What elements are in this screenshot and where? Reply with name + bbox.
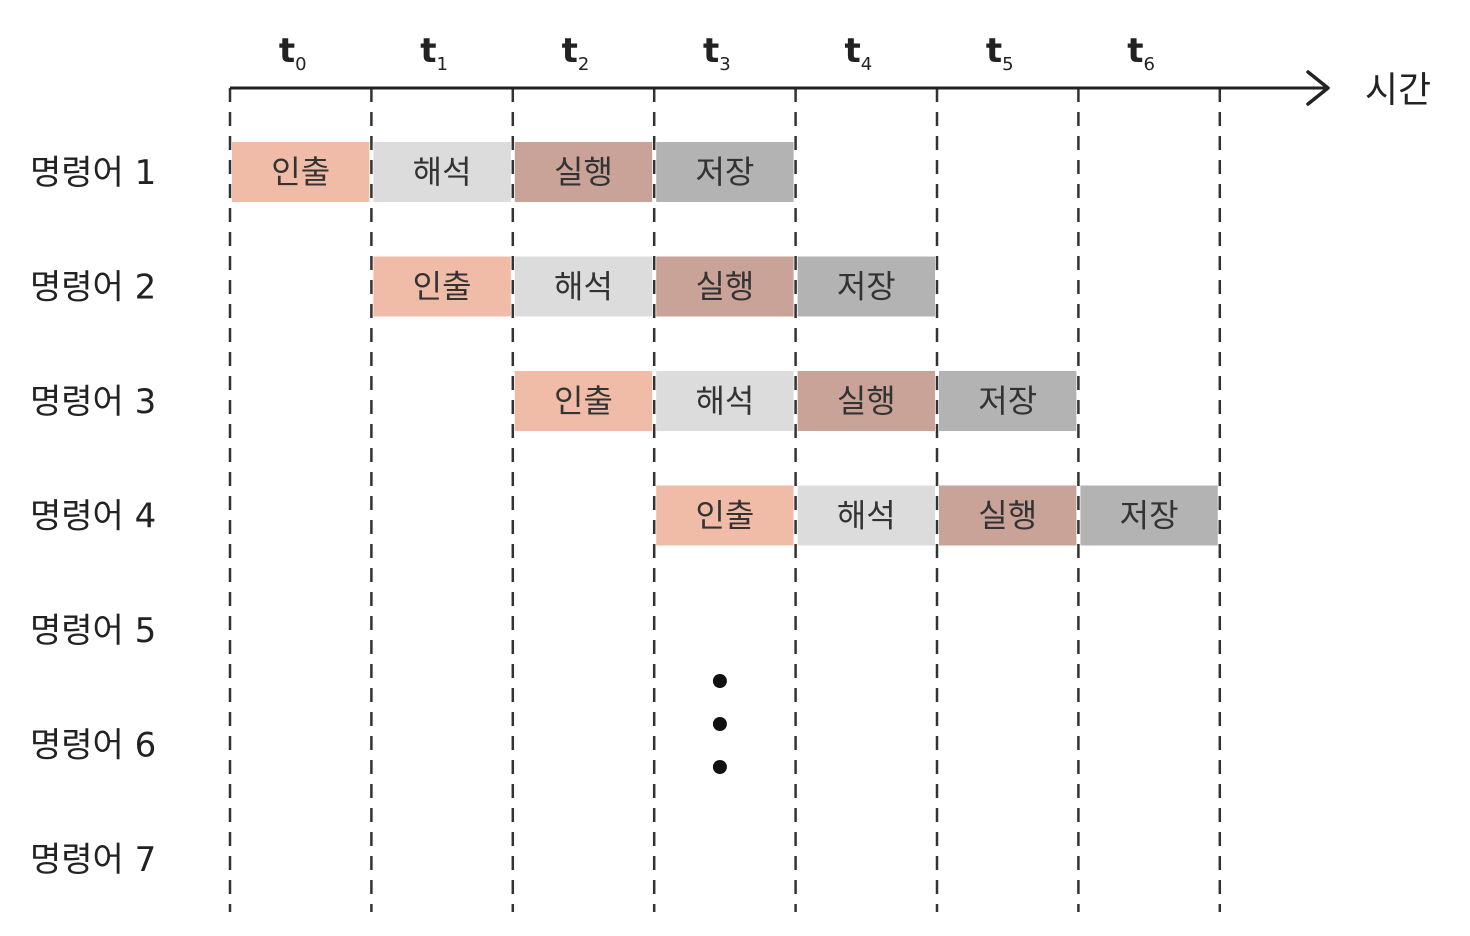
stage-block-fill xyxy=(373,256,511,317)
stage-label: 해석 xyxy=(695,382,754,420)
stage-label: 저장 xyxy=(695,153,754,191)
stage-label: 실행 xyxy=(978,497,1037,535)
stage-label: 실행 xyxy=(837,382,896,420)
continuation-ellipsis xyxy=(712,674,727,774)
time-tick-labels: t0 t1 t2 t3 t4 t5 t6 xyxy=(279,31,1155,75)
tick-label: t1 xyxy=(420,31,448,75)
stage-block-fill xyxy=(232,142,370,202)
instruction-label: 명령어 2 xyxy=(30,268,156,308)
stage-block-fill xyxy=(797,371,935,431)
stage-block-fill xyxy=(514,371,653,431)
stage-label: 해석 xyxy=(837,497,896,535)
stage-block-fill xyxy=(373,142,511,202)
stage-block: 저장 xyxy=(1080,485,1218,546)
axis-label: 시간 xyxy=(1365,70,1431,111)
stage-label: 인출 xyxy=(271,153,330,191)
stage-block: 해석 xyxy=(373,142,511,202)
stage-block: 인출 xyxy=(656,485,794,546)
instruction-labels: 명령어 1 명령어 2 명령어 3 명령어 4 명령어 5 명령어 6 명령어 7 xyxy=(30,153,156,880)
stage-label: 해석 xyxy=(413,153,472,191)
stage-block-fill xyxy=(656,485,794,546)
tick-label: t4 xyxy=(844,31,872,75)
axis-arrow-icon xyxy=(1306,70,1330,106)
tick-label: t5 xyxy=(986,31,1014,75)
stage-block-fill xyxy=(656,142,794,202)
stage-label: 인출 xyxy=(695,497,754,535)
stage-block-fill xyxy=(939,485,1077,546)
stage-block-fill xyxy=(656,256,794,317)
stage-label: 저장 xyxy=(978,382,1037,420)
ellipsis-dot xyxy=(712,760,727,774)
stage-block: 해석 xyxy=(797,485,935,546)
stage-block-fill xyxy=(939,371,1077,431)
instruction-label: 명령어 6 xyxy=(30,726,156,766)
stage-block: 저장 xyxy=(797,256,935,317)
tick-label: t0 xyxy=(279,31,307,75)
instruction-label: 명령어 4 xyxy=(30,497,156,537)
stage-block: 저장 xyxy=(939,371,1077,431)
tick-label: t2 xyxy=(562,31,590,75)
stage-block-fill xyxy=(797,485,935,546)
instruction-label: 명령어 7 xyxy=(30,840,156,880)
time-axis: 시간 xyxy=(230,70,1431,111)
stage-block: 해석 xyxy=(514,256,653,317)
stage-block-fill xyxy=(1080,485,1218,546)
instruction-label: 명령어 5 xyxy=(30,611,156,651)
stage-block-fill xyxy=(797,256,935,317)
stage-block: 실행 xyxy=(514,142,653,202)
ellipsis-dot xyxy=(712,717,727,731)
stage-label: 실행 xyxy=(554,153,613,191)
stage-block: 인출 xyxy=(373,256,511,317)
ellipsis-dot xyxy=(712,674,727,688)
stage-label: 저장 xyxy=(837,268,896,306)
stage-label: 인출 xyxy=(413,268,472,306)
stage-block: 인출 xyxy=(514,371,653,431)
stage-block: 실행 xyxy=(939,485,1077,546)
instruction-label: 명령어 1 xyxy=(30,153,156,193)
time-grid-lines xyxy=(228,88,1222,912)
tick-label: t3 xyxy=(703,31,731,75)
stage-block: 실행 xyxy=(656,256,794,317)
stage-block-fill xyxy=(514,142,653,202)
stage-block: 인출 xyxy=(232,142,370,202)
stage-block: 저장 xyxy=(656,142,794,202)
stage-label: 실행 xyxy=(695,268,754,306)
stage-label: 저장 xyxy=(1120,497,1179,535)
stage-label: 해석 xyxy=(554,268,613,306)
instruction-label: 명령어 3 xyxy=(30,382,156,422)
stage-block: 해석 xyxy=(656,371,794,431)
stage-block-fill xyxy=(514,256,653,317)
stage-label: 인출 xyxy=(554,382,613,420)
tick-label: t6 xyxy=(1127,31,1155,75)
stage-block-fill xyxy=(656,371,794,431)
stage-block: 실행 xyxy=(797,371,935,431)
